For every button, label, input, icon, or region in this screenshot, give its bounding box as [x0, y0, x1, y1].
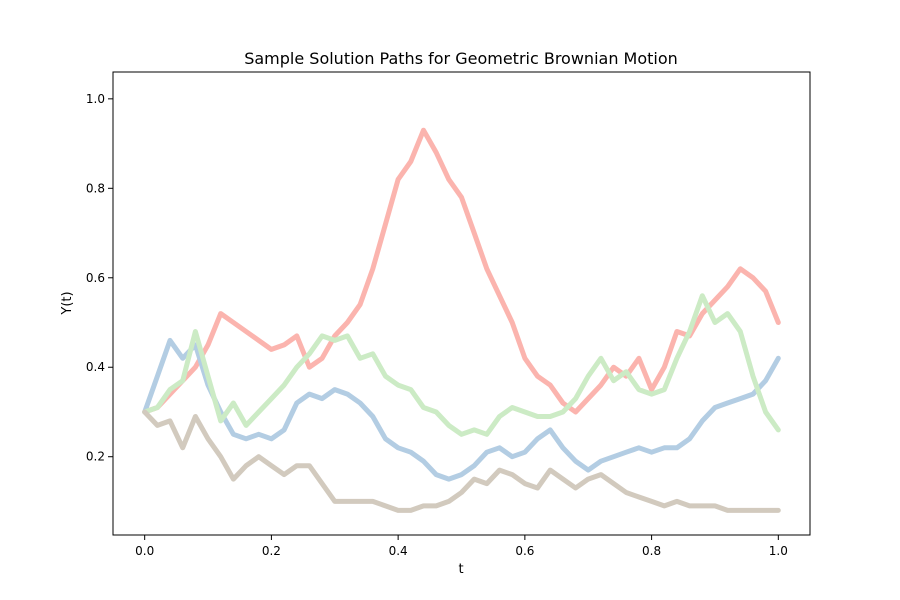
x-ticks: 0.0 0.2 0.4 0.6 0.8 1.0 — [135, 535, 788, 558]
y-tick-label: 0.2 — [86, 450, 105, 464]
y-tick-label: 1.0 — [86, 92, 105, 106]
y-axis-label: Y(t) — [60, 291, 75, 315]
series-line-3 — [142, 293, 781, 437]
x-tick-label: 0.0 — [135, 544, 154, 558]
chart-title: Sample Solution Paths for Geometric Brow… — [244, 49, 678, 68]
y-tick-label: 0.4 — [86, 360, 105, 374]
x-tick-label: 0.4 — [389, 544, 408, 558]
x-tick-label: 0.2 — [262, 544, 281, 558]
series-line-2 — [142, 337, 781, 482]
y-tick-label: 0.6 — [86, 271, 105, 285]
y-ticks: 0.2 0.4 0.6 0.8 1.0 — [86, 92, 113, 464]
series-line-1 — [142, 127, 781, 415]
x-axis-label: t — [458, 562, 463, 577]
series-line-4 — [142, 409, 781, 513]
series-layer — [142, 127, 781, 513]
y-tick-label: 0.8 — [86, 181, 105, 195]
plot-frame — [112, 71, 811, 536]
x-tick-label: 1.0 — [769, 544, 788, 558]
x-tick-label: 0.8 — [642, 544, 661, 558]
x-tick-label: 0.6 — [515, 544, 534, 558]
